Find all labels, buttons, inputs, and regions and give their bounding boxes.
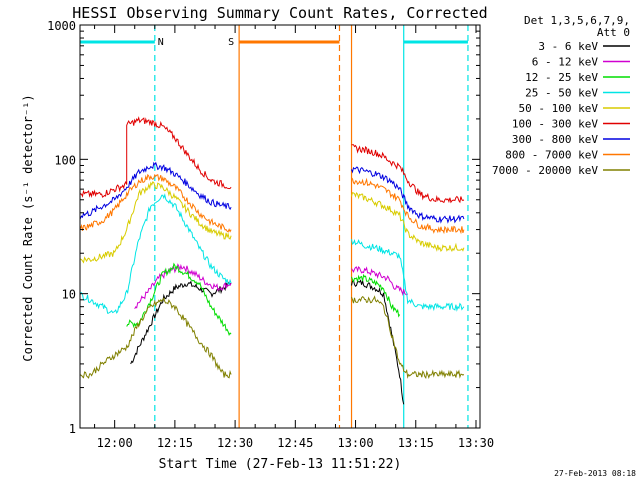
legend-item: 100 - 300 keV [512, 118, 630, 131]
legend-label: 800 - 7000 keV [505, 149, 598, 162]
legend-label: 12 - 25 keV [525, 71, 598, 84]
series-4 [80, 193, 465, 314]
legend: Det 1,3,5,6,7,9,Att 03 - 6 keV 6 - 12 keV… [492, 14, 630, 177]
x-tick-label: 13:15 [398, 436, 434, 450]
series-3 [126, 262, 401, 337]
x-tick-label: 12:00 [97, 436, 133, 450]
series-7 [80, 161, 465, 224]
series-1-segment-2 [351, 279, 405, 405]
legend-label: 7000 - 20000 keV [492, 164, 598, 177]
series-6-segment-1 [80, 116, 232, 199]
y-tick-label: 1 [69, 422, 76, 436]
y-tick-label: 100 [54, 153, 76, 167]
series-8-segment-2 [351, 177, 465, 235]
legend-item: 800 - 7000 keV [505, 149, 630, 162]
series-3-segment-2 [351, 273, 401, 318]
series-8-segment-1 [80, 173, 232, 233]
y-tick-label: 10 [62, 288, 76, 302]
series-9 [80, 295, 465, 380]
series-5 [80, 181, 465, 264]
series-2-segment-2 [351, 266, 409, 296]
legend-label: 6 - 12 keV [532, 56, 599, 69]
x-tick-label: 13:00 [337, 436, 373, 450]
legend-item: 25 - 50 keV [525, 87, 630, 100]
flag-label-n: N [158, 37, 164, 48]
legend-header-2: Att 0 [597, 26, 630, 39]
series-5-segment-2 [351, 192, 465, 252]
chart-title: HESSI Observing Summary Count Rates, Cor… [72, 4, 487, 22]
legend-item: 12 - 25 keV [525, 71, 630, 84]
legend-item: 6 - 12 keV [532, 56, 630, 69]
flag-label-s: S [228, 37, 234, 48]
series-9-segment-2 [351, 295, 465, 380]
series-2-segment-1 [134, 263, 232, 310]
legend-item: 7000 - 20000 keV [492, 164, 630, 177]
legend-label: 3 - 6 keV [538, 40, 598, 53]
x-tick-label: 12:30 [217, 436, 253, 450]
x-axis-label: Start Time (27-Feb-13 11:51:22) [159, 457, 402, 472]
series-9-segment-1 [80, 297, 232, 379]
series-7-segment-1 [80, 161, 232, 220]
legend-label: 300 - 800 keV [512, 133, 598, 146]
legend-header-1: Det 1,3,5,6,7,9, [524, 14, 630, 27]
x-tick-label: 12:45 [277, 436, 313, 450]
series-4-segment-2 [351, 238, 465, 312]
y-axis-label: Corrected Count Rate (s⁻¹ detector⁻¹) [21, 94, 35, 361]
series-1-segment-1 [130, 280, 232, 365]
legend-item: 300 - 800 keV [512, 133, 630, 146]
legend-label: 50 - 100 keV [519, 102, 599, 115]
y-tick-label: 1000 [47, 19, 76, 33]
legend-label: 25 - 50 keV [525, 87, 598, 100]
axes: 1 10 100 1000 12:00 12:15 12:30 12:45 13:00 13:15… [47, 19, 494, 450]
series-7-segment-2 [351, 166, 465, 224]
series-2 [134, 263, 409, 310]
legend-item: 3 - 6 keV [538, 40, 630, 53]
legend-label: 100 - 300 keV [512, 118, 598, 131]
series-6 [80, 116, 465, 204]
series-8 [80, 173, 465, 235]
series-1 [130, 279, 405, 405]
plot-frame [79, 24, 481, 429]
legend-item: 50 - 100 keV [519, 102, 630, 115]
series-4-segment-1 [80, 193, 232, 314]
series-6-segment-2 [351, 144, 465, 204]
x-tick-label: 13:30 [458, 436, 494, 450]
series-3-segment-1 [126, 262, 232, 337]
footer-timestamp: 27-Feb-2013 08:18 [554, 469, 636, 478]
x-tick-label: 12:15 [157, 436, 193, 450]
series-5-segment-1 [80, 181, 232, 264]
